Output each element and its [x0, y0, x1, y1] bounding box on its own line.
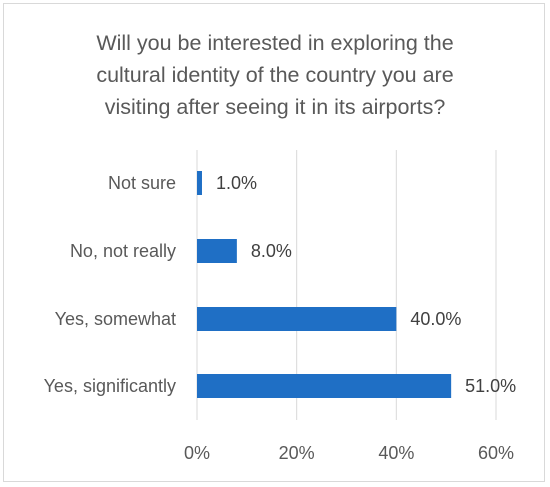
category-label: Yes, significantly [44, 376, 176, 396]
data-label: 51.0% [465, 376, 516, 396]
data-label: 40.0% [410, 309, 461, 329]
chart-title: Will you be interested in exploring the … [96, 31, 454, 119]
x-tick-label: 40% [378, 443, 414, 463]
x-tick-label: 20% [279, 443, 315, 463]
bar [197, 171, 202, 195]
category-label: Yes, somewhat [55, 309, 176, 329]
category-label: Not sure [108, 173, 176, 193]
data-label: 8.0% [251, 241, 292, 261]
x-tick-label: 60% [478, 443, 514, 463]
bar [197, 239, 237, 263]
data-label: 1.0% [216, 173, 257, 193]
bar [197, 374, 452, 398]
chart-frame [3, 3, 545, 482]
x-tick-label: 0% [184, 443, 210, 463]
bar [197, 307, 397, 331]
category-label: No, not really [70, 241, 176, 261]
